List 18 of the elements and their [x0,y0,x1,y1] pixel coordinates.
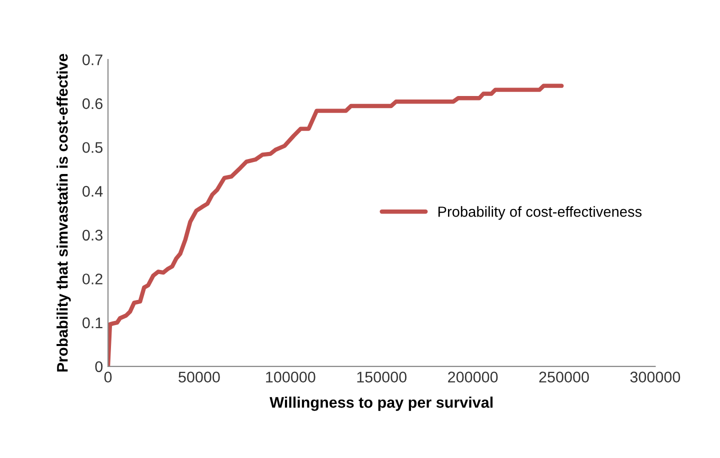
x-tick-label: 200000 [448,372,498,382]
x-tick-label: 250000 [539,372,589,382]
x-axis-title: Willingness to pay per survival [270,396,493,411]
y-axis-title: Probability that simvastatin is cost-effective [56,54,71,372]
y-tick-label: 0.7 [82,54,102,66]
x-tick-label: 50000 [178,372,220,382]
y-tick-label: 0.4 [82,186,103,197]
x-tick-label: 150000 [357,372,406,382]
x-tick-label: 300000 [630,372,680,382]
legend-label: Probability of cost-effectiveness [438,206,642,220]
y-tick-label: 0 [95,361,103,372]
y-tick-label: 0.5 [82,142,102,153]
x-tick-label: 0 [104,372,112,382]
y-tick-label: 0.6 [82,98,102,110]
y-tick-label: 0.3 [82,230,102,241]
x-tick-label: 100000 [266,372,316,382]
y-tick-label: 0.2 [82,274,102,284]
y-tick-label: 0.1 [82,317,102,328]
